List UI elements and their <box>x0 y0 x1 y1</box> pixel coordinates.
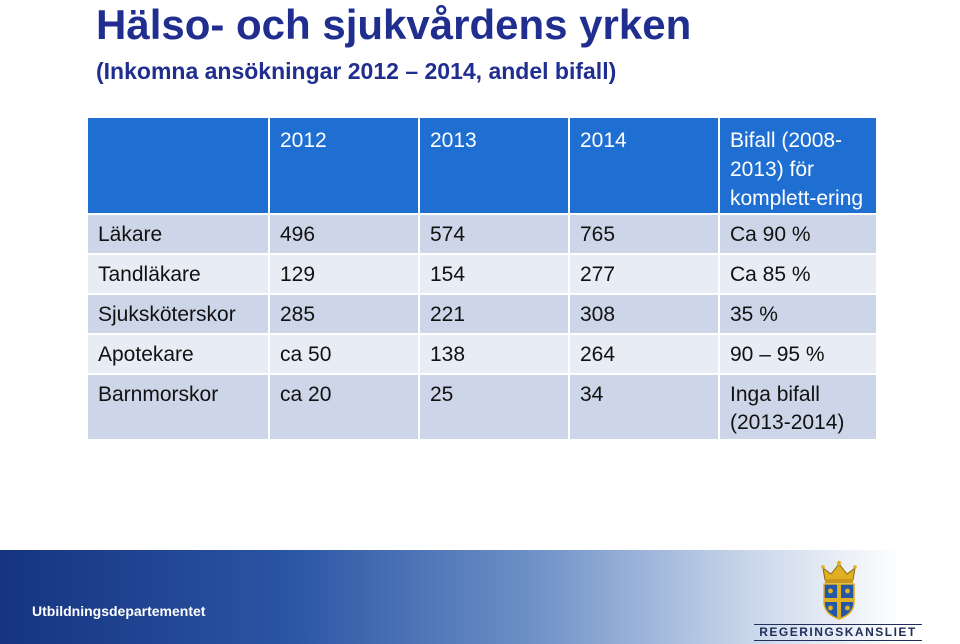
table-row: Apotekare ca 50 138 264 90 – 95 % <box>86 333 878 375</box>
cell-2013: 138 <box>418 333 570 375</box>
cell-2013: 25 <box>418 373 570 441</box>
cell-2012: ca 50 <box>268 333 420 375</box>
cell-2013: 221 <box>418 293 570 335</box>
department-name: Utbildningsdepartementet <box>32 603 206 619</box>
applications-table: 2012 2013 2014 Bifall (2008-2013) för ko… <box>86 116 878 441</box>
cell-2012: 496 <box>268 213 420 255</box>
cell-profession: Läkare <box>86 213 270 255</box>
page-title: Hälso- och sjukvårdens yrken <box>96 1 692 48</box>
cell-approval: Ca 90 % <box>718 213 878 255</box>
cell-2012: 129 <box>268 253 420 295</box>
cell-2012: 285 <box>268 293 420 335</box>
government-logo-text: REGERINGSKANSLIET <box>754 624 922 641</box>
cell-profession: Barnmorskor <box>86 373 270 441</box>
cell-approval: 35 % <box>718 293 878 335</box>
header-profession <box>86 116 270 215</box>
cell-2013: 154 <box>418 253 570 295</box>
table-row: Tandläkare 129 154 277 Ca 85 % <box>86 253 878 295</box>
table-row: Läkare 496 574 765 Ca 90 % <box>86 213 878 255</box>
cell-2014: 277 <box>568 253 720 295</box>
table-row: Barnmorskor ca 20 25 34 Inga bifall (201… <box>86 373 878 441</box>
cell-2014: 264 <box>568 333 720 375</box>
cell-approval: 90 – 95 % <box>718 333 878 375</box>
footer-band: Utbildningsdepartementet REGERINGSKANSLI… <box>0 550 960 644</box>
cell-2014: 765 <box>568 213 720 255</box>
cell-2012: ca 20 <box>268 373 420 441</box>
cell-profession: Apotekare <box>86 333 270 375</box>
crown-shield-crest-icon <box>821 560 857 620</box>
cell-approval: Inga bifall (2013-2014) <box>718 373 878 441</box>
page-subtitle: (Inkomna ansökningar 2012 – 2014, andel … <box>96 58 617 84</box>
header-2014: 2014 <box>568 116 720 215</box>
table-row: Sjuksköterskor 285 221 308 35 % <box>86 293 878 335</box>
header-2012: 2012 <box>268 116 420 215</box>
header-approval: Bifall (2008-2013) för komplett-ering <box>718 116 878 215</box>
cell-approval: Ca 85 % <box>718 253 878 295</box>
cell-2014: 308 <box>568 293 720 335</box>
table-header-row: 2012 2013 2014 Bifall (2008-2013) för ko… <box>86 116 878 215</box>
cell-2014: 34 <box>568 373 720 441</box>
cell-profession: Sjuksköterskor <box>86 293 270 335</box>
header-2013: 2013 <box>418 116 570 215</box>
cell-profession: Tandläkare <box>86 253 270 295</box>
cell-2013: 574 <box>418 213 570 255</box>
